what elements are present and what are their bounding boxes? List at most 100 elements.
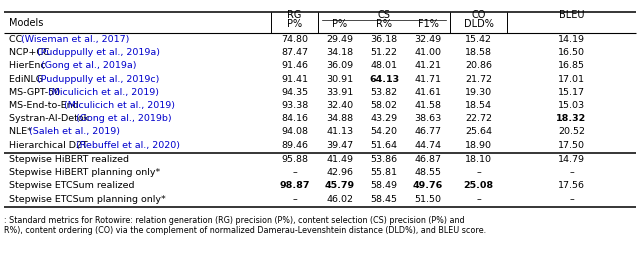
Text: –: – (476, 195, 481, 204)
Text: 30.91: 30.91 (326, 74, 353, 84)
Text: 38.63: 38.63 (414, 114, 442, 123)
Text: 18.90: 18.90 (465, 141, 492, 149)
Text: 91.46: 91.46 (281, 61, 308, 70)
Text: 41.61: 41.61 (415, 88, 442, 97)
Text: F1%: F1% (417, 19, 438, 29)
Text: (Wiseman et al., 2017): (Wiseman et al., 2017) (21, 35, 129, 44)
Text: 49.76: 49.76 (413, 181, 443, 190)
Text: NCP+CC: NCP+CC (9, 48, 52, 57)
Text: 34.18: 34.18 (326, 48, 353, 57)
Text: 84.16: 84.16 (281, 114, 308, 123)
Text: 41.71: 41.71 (415, 74, 442, 84)
Text: –: – (292, 168, 297, 177)
Text: CC: CC (9, 35, 25, 44)
Text: 20.86: 20.86 (465, 61, 492, 70)
Text: –: – (476, 168, 481, 177)
Text: R%), content ordering (CO) via the complement of normalized Damerau-Levenshtein : R%), content ordering (CO) via the compl… (4, 226, 486, 235)
Text: 51.50: 51.50 (415, 195, 442, 204)
Text: 94.08: 94.08 (281, 127, 308, 136)
Text: 17.50: 17.50 (558, 141, 585, 149)
Text: 89.46: 89.46 (281, 141, 308, 149)
Text: 46.77: 46.77 (415, 127, 442, 136)
Text: (Puduppully et al., 2019a): (Puduppully et al., 2019a) (36, 48, 159, 57)
Text: MS-GPT-50: MS-GPT-50 (9, 88, 63, 97)
Text: 64.13: 64.13 (369, 74, 399, 84)
Text: 48.01: 48.01 (371, 61, 397, 70)
Text: R%: R% (376, 19, 392, 29)
Text: 45.79: 45.79 (325, 181, 355, 190)
Text: NLE*: NLE* (9, 127, 35, 136)
Text: 17.01: 17.01 (558, 74, 585, 84)
Text: Stepwise ETCSum realized: Stepwise ETCSum realized (9, 181, 134, 190)
Text: Stepwise HiBERT realized: Stepwise HiBERT realized (9, 155, 129, 164)
Text: 15.17: 15.17 (558, 88, 585, 97)
Text: 41.13: 41.13 (326, 127, 353, 136)
Text: DLD%: DLD% (463, 19, 493, 29)
Text: Stepwise HiBERT planning only*: Stepwise HiBERT planning only* (9, 168, 160, 177)
Text: –: – (569, 168, 574, 177)
Text: 18.54: 18.54 (465, 101, 492, 110)
Text: 58.02: 58.02 (371, 101, 397, 110)
Text: 36.18: 36.18 (371, 35, 397, 44)
Text: P%: P% (287, 19, 302, 29)
Text: 98.87: 98.87 (279, 181, 310, 190)
Text: 53.86: 53.86 (371, 155, 397, 164)
Text: 16.85: 16.85 (558, 61, 585, 70)
Text: 18.32: 18.32 (556, 114, 587, 123)
Text: 94.35: 94.35 (281, 88, 308, 97)
Text: 39.47: 39.47 (326, 141, 353, 149)
Text: 51.22: 51.22 (371, 48, 397, 57)
Text: 29.49: 29.49 (326, 35, 353, 44)
Text: 58.45: 58.45 (371, 195, 397, 204)
Text: 51.64: 51.64 (371, 141, 397, 149)
Text: –: – (569, 195, 574, 204)
Text: –: – (292, 195, 297, 204)
Text: 25.64: 25.64 (465, 127, 492, 136)
Text: EdiNLG: EdiNLG (9, 74, 46, 84)
Text: 44.74: 44.74 (415, 141, 442, 149)
Text: (Puduppully et al., 2019c): (Puduppully et al., 2019c) (36, 74, 159, 84)
Text: (Gong et al., 2019a): (Gong et al., 2019a) (40, 61, 136, 70)
Text: 33.91: 33.91 (326, 88, 354, 97)
Text: 20.52: 20.52 (558, 127, 585, 136)
Text: 41.58: 41.58 (415, 101, 442, 110)
Text: 21.72: 21.72 (465, 74, 492, 84)
Text: Hierarchical D2T: Hierarchical D2T (9, 141, 91, 149)
Text: (Miculicich et al., 2019): (Miculicich et al., 2019) (64, 101, 175, 110)
Text: 18.58: 18.58 (465, 48, 492, 57)
Text: 14.79: 14.79 (558, 155, 585, 164)
Text: 19.30: 19.30 (465, 88, 492, 97)
Text: 25.08: 25.08 (463, 181, 493, 190)
Text: 54.20: 54.20 (371, 127, 397, 136)
Text: 32.49: 32.49 (415, 35, 442, 44)
Text: 41.21: 41.21 (415, 61, 442, 70)
Text: 41.49: 41.49 (326, 155, 353, 164)
Text: Models: Models (9, 18, 44, 27)
Text: 93.38: 93.38 (281, 101, 308, 110)
Text: 55.81: 55.81 (371, 168, 397, 177)
Text: 32.40: 32.40 (326, 101, 353, 110)
Text: 36.09: 36.09 (326, 61, 353, 70)
Text: 46.02: 46.02 (326, 195, 353, 204)
Text: P%: P% (332, 19, 348, 29)
Text: 53.82: 53.82 (371, 88, 397, 97)
Text: 15.42: 15.42 (465, 35, 492, 44)
Text: (Saleh et al., 2019): (Saleh et al., 2019) (29, 127, 120, 136)
Text: 18.10: 18.10 (465, 155, 492, 164)
Text: 91.41: 91.41 (281, 74, 308, 84)
Text: (Miculicich et al., 2019): (Miculicich et al., 2019) (49, 88, 159, 97)
Text: 16.50: 16.50 (558, 48, 585, 57)
Text: 17.56: 17.56 (558, 181, 585, 190)
Text: 87.47: 87.47 (281, 48, 308, 57)
Text: 58.49: 58.49 (371, 181, 397, 190)
Text: HierEnc: HierEnc (9, 61, 49, 70)
Text: 15.03: 15.03 (558, 101, 585, 110)
Text: 34.88: 34.88 (326, 114, 353, 123)
Text: BLEU: BLEU (559, 10, 584, 20)
Text: 43.29: 43.29 (371, 114, 397, 123)
Text: RG: RG (287, 10, 301, 20)
Text: (Rebuffel et al., 2020): (Rebuffel et al., 2020) (76, 141, 180, 149)
Text: MS-End-to-End: MS-End-to-End (9, 101, 82, 110)
Text: 46.87: 46.87 (415, 155, 442, 164)
Text: 14.19: 14.19 (558, 35, 585, 44)
